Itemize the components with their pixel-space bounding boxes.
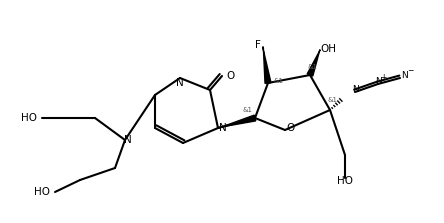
- Text: F: F: [255, 40, 261, 50]
- Text: N: N: [124, 135, 132, 145]
- Text: N: N: [400, 72, 408, 81]
- Polygon shape: [263, 47, 271, 83]
- Text: HO: HO: [21, 113, 37, 123]
- Text: &1: &1: [273, 78, 283, 84]
- Text: HO: HO: [337, 176, 353, 186]
- Text: N: N: [375, 78, 381, 87]
- Text: +: +: [380, 72, 386, 81]
- Text: &1: &1: [242, 107, 252, 113]
- Text: N: N: [176, 78, 184, 88]
- Text: O: O: [226, 71, 234, 81]
- Text: −: −: [407, 66, 413, 76]
- Polygon shape: [218, 115, 256, 128]
- Text: N: N: [352, 85, 358, 95]
- Text: N: N: [219, 123, 227, 133]
- Text: OH: OH: [320, 44, 336, 54]
- Text: HO: HO: [34, 187, 50, 197]
- Text: O: O: [286, 123, 294, 133]
- Polygon shape: [307, 50, 320, 76]
- Text: &1: &1: [327, 97, 337, 103]
- Text: &1: &1: [307, 64, 317, 70]
